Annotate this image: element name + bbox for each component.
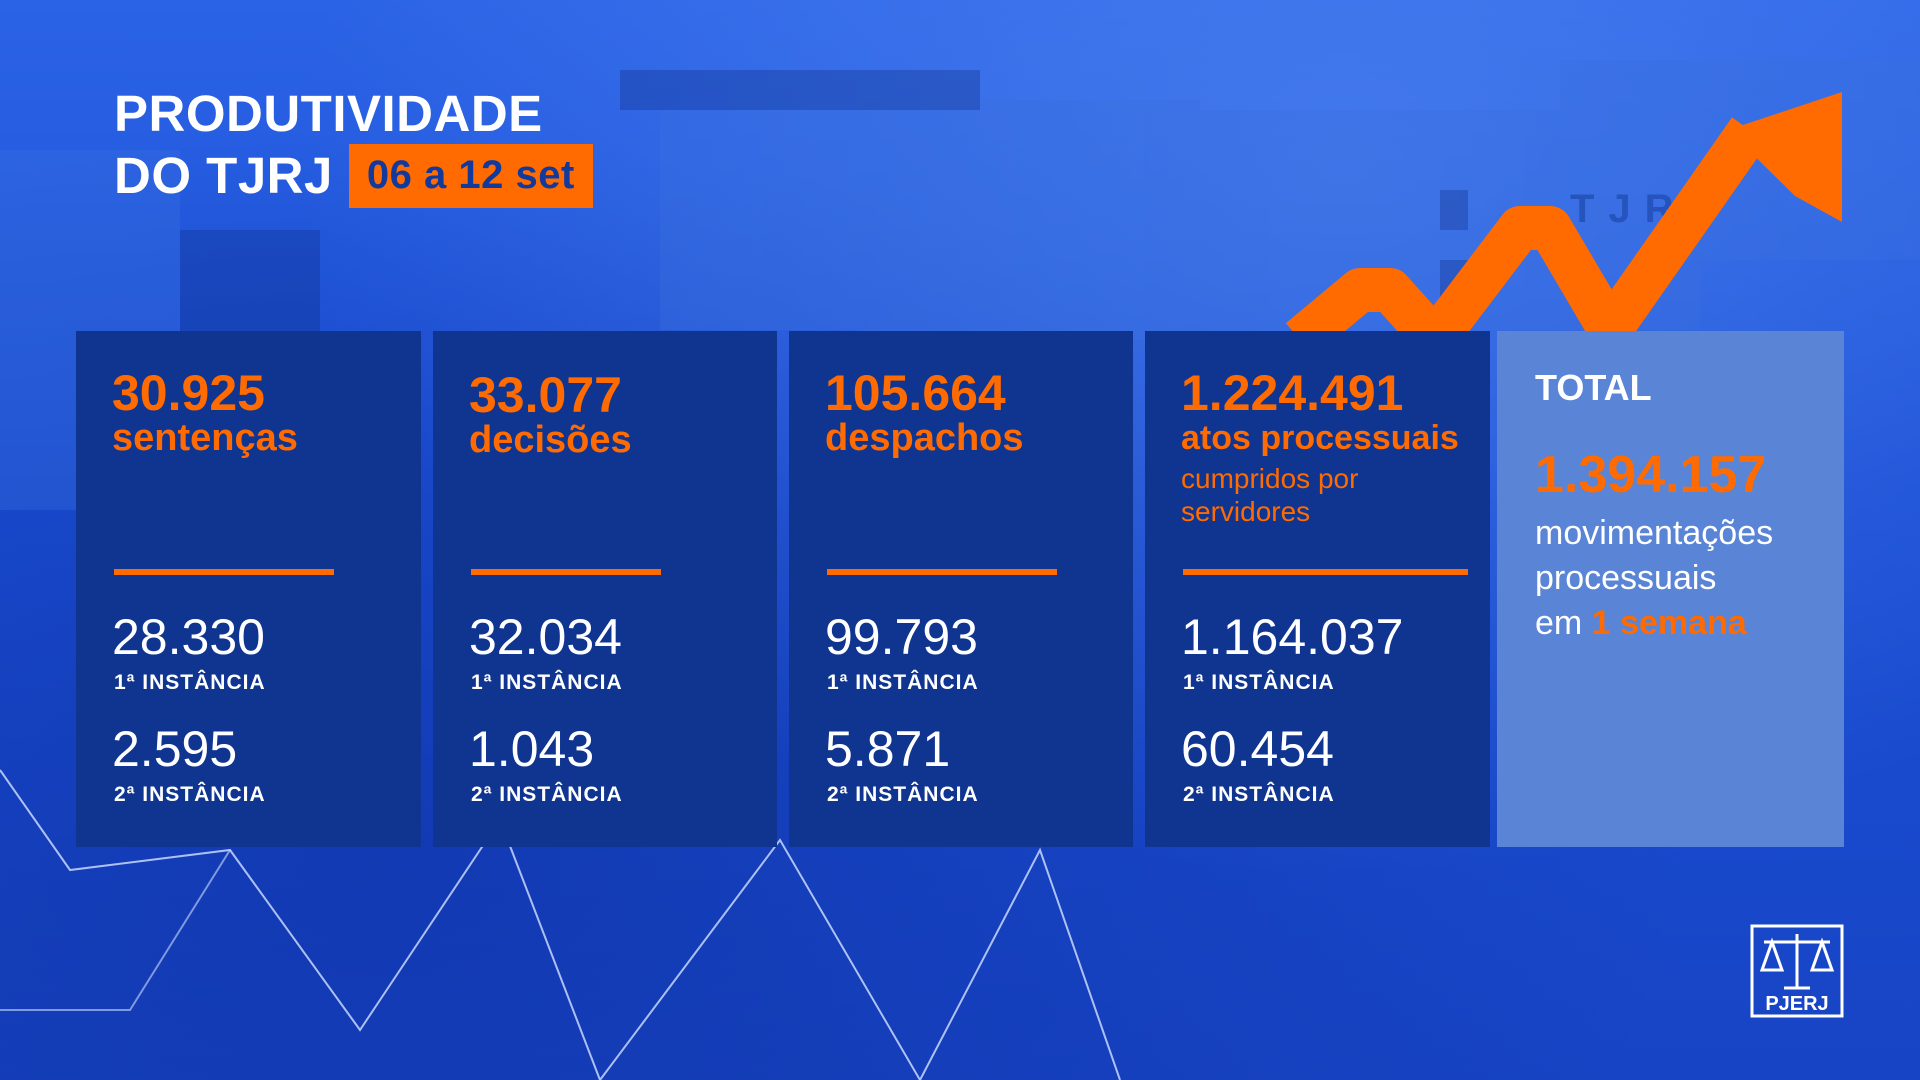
total-desc-highlight: 1 semana xyxy=(1591,604,1747,642)
card-label: despachos xyxy=(825,417,1024,459)
second-instance-value: 5.871 xyxy=(825,721,951,777)
total-card: TOTAL 1.394.157 movimentações processuai… xyxy=(1497,331,1844,847)
card-label: sentenças xyxy=(112,417,298,459)
card-total-value: 105.664 xyxy=(825,365,1006,421)
scales-of-justice-icon xyxy=(1759,934,1835,990)
total-desc-line-3: em 1 semana xyxy=(1535,601,1835,646)
first-instance-label: 1ª INSTÂNCIA xyxy=(471,671,623,694)
total-value: 1.394.157 xyxy=(1535,446,1767,504)
card-sublabel: cumpridos por servidores xyxy=(1181,463,1359,527)
card-atos-processuais: 1.224.491 atos processuais cumpridos por… xyxy=(1145,331,1490,847)
title-line-2-row: DO TJRJ 06 a 12 set xyxy=(114,144,593,208)
total-description: movimentações processuais em 1 semana xyxy=(1535,511,1835,646)
second-instance-value: 2.595 xyxy=(112,721,238,777)
card-sentencas: 30.925 sentenças 28.330 1ª INSTÂNCIA 2.5… xyxy=(76,331,421,847)
title-line-2: DO TJRJ xyxy=(114,147,333,204)
card-total-value: 30.925 xyxy=(112,365,265,421)
second-instance-value: 1.043 xyxy=(469,721,595,777)
title-line-1: PRODUTIVIDADE xyxy=(114,85,543,142)
card-divider xyxy=(1183,569,1468,575)
total-desc-prefix: em xyxy=(1535,604,1583,642)
card-label: atos processuais xyxy=(1181,419,1459,457)
second-instance-label: 2ª INSTÂNCIA xyxy=(1183,783,1335,806)
first-instance-value: 32.034 xyxy=(469,609,622,665)
pjerj-logo: PJERJ xyxy=(1750,924,1844,1018)
second-instance-label: 2ª INSTÂNCIA xyxy=(114,783,266,806)
first-instance-label: 1ª INSTÂNCIA xyxy=(114,671,266,694)
card-decisoes: 33.077 decisões 32.034 1ª INSTÂNCIA 1.04… xyxy=(433,331,777,847)
first-instance-label: 1ª INSTÂNCIA xyxy=(827,671,979,694)
first-instance-label: 1ª INSTÂNCIA xyxy=(1183,671,1335,694)
card-label: decisões xyxy=(469,419,632,461)
card-divider xyxy=(471,569,661,575)
card-divider xyxy=(827,569,1057,575)
card-total-value: 33.077 xyxy=(469,367,622,423)
second-instance-value: 60.454 xyxy=(1181,721,1334,777)
logo-text: PJERJ xyxy=(1765,993,1828,1015)
second-instance-label: 2ª INSTÂNCIA xyxy=(471,783,623,806)
total-desc-line-1: movimentações xyxy=(1535,514,1774,552)
card-divider xyxy=(114,569,334,575)
date-range-badge: 06 a 12 set xyxy=(348,144,593,208)
card-despachos: 105.664 despachos 99.793 1ª INSTÂNCIA 5.… xyxy=(789,331,1133,847)
first-instance-value: 28.330 xyxy=(112,609,265,665)
page-title: PRODUTIVIDADE DO TJRJ 06 a 12 set xyxy=(114,84,593,208)
first-instance-value: 99.793 xyxy=(825,609,978,665)
card-total-value: 1.224.491 xyxy=(1181,365,1404,421)
second-instance-label: 2ª INSTÂNCIA xyxy=(827,783,979,806)
total-desc-line-2: processuais xyxy=(1535,559,1717,597)
total-label: TOTAL xyxy=(1535,367,1652,408)
first-instance-value: 1.164.037 xyxy=(1181,609,1404,665)
